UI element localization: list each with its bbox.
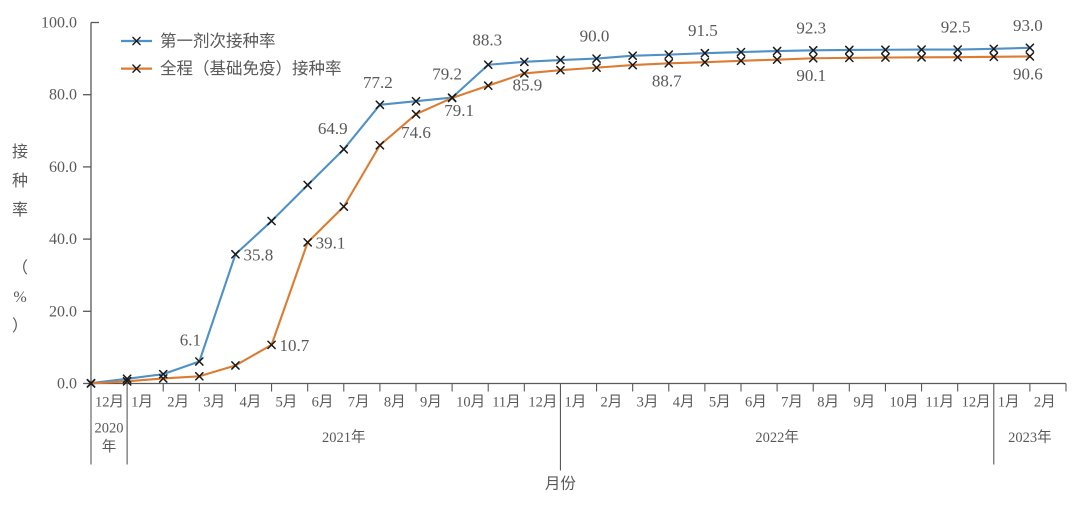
svg-text:35.8: 35.8: [243, 245, 273, 264]
svg-text:91.5: 91.5: [688, 21, 718, 40]
svg-text:20.0: 20.0: [49, 303, 77, 320]
svg-text:90.6: 90.6: [1013, 64, 1043, 83]
svg-text:88.7: 88.7: [652, 71, 682, 90]
svg-text:2月: 2月: [1034, 395, 1056, 411]
svg-text:11月: 11月: [492, 395, 520, 411]
svg-text:2月: 2月: [167, 395, 189, 411]
svg-text:9月: 9月: [420, 395, 442, 411]
svg-text:%: %: [13, 289, 26, 306]
svg-text:92.5: 92.5: [941, 18, 971, 37]
svg-text:1月: 1月: [131, 395, 153, 411]
svg-text:2023年: 2023年: [1008, 429, 1052, 446]
svg-text:90.0: 90.0: [580, 27, 610, 46]
svg-text:79.2: 79.2: [432, 65, 462, 84]
svg-text:3月: 3月: [203, 395, 225, 411]
svg-text:第一剂次接种率: 第一剂次接种率: [160, 32, 276, 51]
svg-text:92.3: 92.3: [796, 18, 826, 37]
svg-text:率: 率: [12, 201, 28, 219]
svg-text:39.1: 39.1: [316, 233, 346, 252]
svg-text:月份: 月份: [545, 475, 577, 493]
svg-text:77.2: 77.2: [363, 73, 393, 92]
svg-text:5月: 5月: [709, 395, 731, 411]
svg-text:（: （: [12, 259, 28, 277]
svg-text:12月: 12月: [528, 395, 557, 411]
svg-text:60.0: 60.0: [49, 159, 77, 176]
svg-text:1月: 1月: [998, 395, 1020, 411]
svg-text:90.1: 90.1: [796, 66, 826, 85]
svg-text:2021年: 2021年: [322, 429, 366, 446]
svg-text:10.7: 10.7: [280, 336, 310, 355]
svg-text:3月: 3月: [637, 395, 659, 411]
svg-text:5月: 5月: [276, 395, 298, 411]
svg-text:12月: 12月: [95, 395, 124, 411]
svg-text:）: ）: [12, 317, 28, 335]
svg-text:100.0: 100.0: [41, 15, 77, 32]
svg-text:12月: 12月: [962, 395, 991, 411]
svg-text:93.0: 93.0: [1013, 16, 1043, 35]
svg-text:79.1: 79.1: [444, 101, 474, 120]
svg-text:7月: 7月: [348, 395, 370, 411]
svg-text:2022年: 2022年: [755, 429, 799, 446]
svg-text:74.6: 74.6: [401, 123, 431, 142]
svg-text:8月: 8月: [817, 395, 839, 411]
svg-text:0.0: 0.0: [57, 376, 77, 393]
svg-text:接: 接: [12, 143, 28, 161]
svg-text:2月: 2月: [601, 395, 623, 411]
svg-text:64.9: 64.9: [318, 119, 348, 138]
svg-text:种: 种: [12, 172, 28, 190]
svg-text:年: 年: [102, 439, 117, 456]
svg-text:11月: 11月: [926, 395, 954, 411]
svg-text:10月: 10月: [889, 395, 918, 411]
svg-text:40.0: 40.0: [49, 231, 77, 248]
svg-text:8月: 8月: [384, 395, 406, 411]
svg-text:6月: 6月: [745, 395, 767, 411]
svg-text:10月: 10月: [456, 395, 485, 411]
svg-text:4月: 4月: [239, 395, 261, 411]
svg-text:1月: 1月: [564, 395, 586, 411]
svg-text:6月: 6月: [312, 395, 334, 411]
svg-text:全程（基础免疫）接种率: 全程（基础免疫）接种率: [160, 59, 342, 78]
svg-text:85.9: 85.9: [512, 75, 542, 94]
svg-text:9月: 9月: [853, 395, 875, 411]
svg-text:88.3: 88.3: [472, 31, 502, 50]
svg-text:4月: 4月: [673, 395, 695, 411]
svg-text:6.1: 6.1: [180, 330, 201, 349]
svg-text:2020: 2020: [95, 421, 124, 437]
svg-text:80.0: 80.0: [49, 87, 77, 104]
svg-text:7月: 7月: [781, 395, 803, 411]
